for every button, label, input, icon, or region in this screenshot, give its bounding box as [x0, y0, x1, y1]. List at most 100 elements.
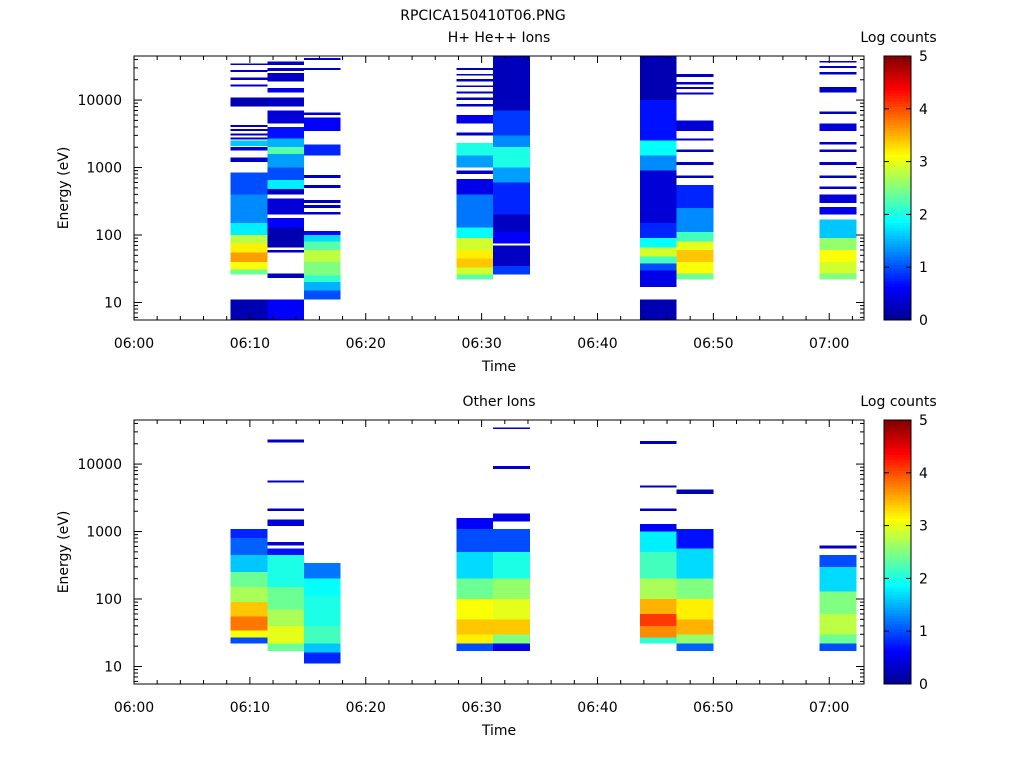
spectrogram-cell [267, 541, 304, 546]
spectrogram-cell [303, 67, 341, 70]
spectrogram-cell [676, 249, 714, 262]
colorbar-swatch [884, 454, 911, 458]
colorbar-tick-label: 3 [919, 519, 928, 535]
colorbar-swatch [884, 660, 911, 664]
colorbar-swatch [884, 449, 911, 453]
spectrogram-cell [676, 175, 714, 178]
spectrogram-cell [267, 249, 304, 253]
colorbar-swatch [884, 618, 911, 622]
spectrogram-cell [267, 67, 304, 71]
spectrogram-cell [819, 72, 857, 75]
spectrogram-cell [639, 56, 677, 101]
spectrogram-cell [230, 77, 268, 80]
x-tick-label: 06:40 [577, 336, 617, 352]
colorbar-swatch [884, 610, 911, 614]
spectrogram-cell [493, 214, 530, 233]
colorbar-swatch [884, 264, 911, 268]
spectrogram-cell [303, 249, 341, 262]
colorbar-swatch [884, 546, 911, 550]
axes: 06:00 06:10 06:20 06:30 06:40 06:50 07:00 10 100… [77, 55, 865, 352]
spectrogram-cell [230, 137, 268, 140]
x-tick-label: 06:00 [114, 336, 154, 352]
colorbar-swatch [884, 164, 911, 168]
x-tick-label: 06:30 [461, 700, 501, 716]
spectrogram-cell [303, 290, 341, 300]
colorbar-swatch [884, 472, 911, 477]
colorbar-swatch [884, 541, 911, 545]
colorbar-tick-label: 5 [919, 49, 928, 65]
colorbar-swatch [884, 92, 911, 97]
spectrogram-cell [676, 548, 714, 579]
colorbar-swatch [884, 290, 911, 295]
spectrogram-cell [267, 180, 304, 190]
spectrogram-cell [303, 578, 341, 597]
colorbar-swatch [884, 124, 911, 128]
spectrogram-cell [639, 256, 677, 264]
y-tick-label: 10 [104, 659, 122, 675]
colorbar-swatch [884, 129, 911, 134]
colorbar-swatch [884, 114, 911, 118]
spectrogram-cell [676, 241, 714, 250]
colorbar-swatch [884, 161, 911, 165]
spectrogram-cell [456, 73, 494, 76]
colorbar-swatch [884, 549, 911, 553]
spectrogram-cell [303, 643, 341, 653]
colorbar-swatch [884, 140, 911, 144]
colorbar-swatch [884, 475, 911, 479]
spectrogram-cell [303, 200, 341, 203]
spectrogram-cells [230, 56, 857, 320]
spectrogram-cell [303, 204, 341, 209]
colorbar-swatch [884, 633, 911, 638]
colorbar-swatch [884, 254, 911, 258]
colorbar-swatch [884, 201, 911, 205]
colorbar-swatch [884, 612, 911, 616]
colorbar-swatch [884, 116, 911, 120]
spectrogram-cell [230, 587, 268, 603]
spectrogram-cell [267, 299, 304, 320]
colorbar-swatch [884, 304, 911, 308]
spectrogram-cell [456, 132, 494, 136]
colorbar-swatch [884, 538, 911, 543]
colorbar-swatch [884, 533, 911, 537]
spectrogram-cell [639, 531, 677, 552]
colorbar-swatch [884, 615, 911, 619]
colorbar-swatch [884, 180, 911, 184]
colorbar-swatch [884, 95, 911, 99]
spectrogram-cell [639, 270, 677, 287]
colorbar-swatch [884, 127, 911, 131]
colorbar-swatch [884, 631, 911, 635]
spectrogram-cell [267, 609, 304, 626]
colorbar-swatch [884, 522, 911, 527]
colorbar-swatch [884, 420, 911, 424]
spectrogram-cell [267, 217, 304, 228]
colorbar-swatch [884, 427, 911, 432]
colorbar-swatch [884, 132, 911, 136]
colorbar-swatch [884, 119, 911, 123]
spectrogram-cell [230, 602, 268, 617]
colorbar-tick-label: 2 [919, 571, 928, 587]
colorbar-swatch [884, 573, 911, 577]
spectrogram-cell [267, 147, 304, 154]
spectrogram-cell [676, 120, 714, 131]
spectrogram-cell [676, 634, 714, 644]
spectrogram-cell [456, 170, 494, 175]
colorbar-swatch [884, 145, 911, 149]
colorbar-swatch [884, 272, 911, 276]
colorbar-swatch [884, 536, 911, 540]
colorbar-swatch [884, 575, 911, 579]
spectrogram-cell [493, 182, 530, 215]
spectrogram-cell [456, 97, 494, 101]
colorbar-swatch [884, 251, 911, 255]
spectrogram-cell [456, 619, 494, 635]
spectrogram-cell [230, 133, 268, 136]
colorbar-swatch [884, 261, 911, 266]
spectrogram-cell [230, 172, 268, 195]
colorbar-swatch [884, 267, 911, 271]
colorbar-swatch [884, 77, 911, 81]
colorbar-swatch [884, 559, 911, 564]
colorbar-swatch [884, 232, 911, 237]
colorbar-swatch [884, 578, 911, 582]
x-tick-label: 07:00 [809, 700, 849, 716]
colorbar-swatch [884, 122, 911, 126]
colorbar-swatch [884, 259, 911, 263]
